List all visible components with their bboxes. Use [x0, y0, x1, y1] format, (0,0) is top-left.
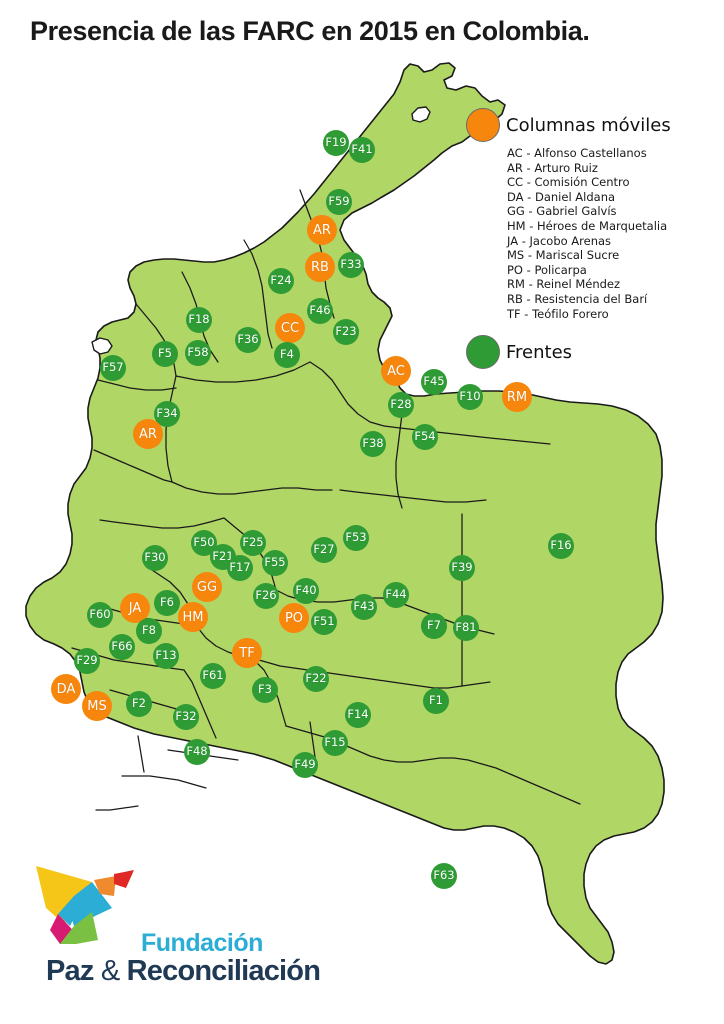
logo-line-fundacion: Fundación	[141, 929, 263, 957]
map-marker-f58[interactable]: F58	[185, 340, 211, 366]
map-marker-f27[interactable]: F27	[311, 537, 337, 563]
map-marker-f63[interactable]: F63	[431, 863, 457, 889]
map-marker-f2[interactable]: F2	[126, 691, 152, 717]
legend-abbreviation-list: AC - Alfonso Castellanos AR - Arturo Rui…	[507, 146, 716, 321]
map-marker-ar[interactable]: AR	[307, 215, 337, 245]
map-marker-tf[interactable]: TF	[232, 638, 262, 668]
map-marker-f46[interactable]: F46	[307, 298, 333, 324]
legend-abbrev-item: DA - Daniel Aldana	[507, 189, 616, 204]
logo-text: Fundación Paz & Reconciliación	[46, 929, 321, 987]
map-marker-f66[interactable]: F66	[109, 634, 135, 660]
map-marker-ac[interactable]: AC	[381, 356, 411, 386]
map-marker-f48[interactable]: F48	[184, 739, 210, 765]
map-land-group	[25, 62, 665, 965]
map-marker-f10[interactable]: F10	[457, 384, 483, 410]
map-marker-f17[interactable]: F17	[227, 555, 253, 581]
logo-word-reconciliacion: Reconciliación	[126, 955, 321, 987]
map-marker-da[interactable]: DA	[51, 674, 81, 704]
map-marker-f1[interactable]: F1	[423, 688, 449, 714]
map-marker-po[interactable]: PO	[279, 603, 309, 633]
map-container: F19 F41 F59 AR RB F33 F24 F46 F18 CC F23 F36 F5 F58 F4…	[0, 50, 724, 970]
map-marker-f53[interactable]: F53	[343, 525, 369, 551]
map-marker-f7[interactable]: F7	[421, 613, 447, 639]
map-marker-ms[interactable]: MS	[82, 691, 112, 721]
logo-line-paz-reconciliacion: Paz & Reconciliación	[46, 955, 321, 987]
map-marker-f43[interactable]: F43	[351, 594, 377, 620]
map-marker-f25[interactable]: F25	[240, 530, 266, 556]
logo-ampersand: &	[100, 955, 120, 987]
map-marker-f39[interactable]: F39	[449, 555, 475, 581]
map-marker-f30[interactable]: F30	[142, 545, 168, 571]
map-marker-f41[interactable]: F41	[349, 137, 375, 163]
map-marker-f3[interactable]: F3	[252, 677, 278, 703]
map-marker-rm[interactable]: RM	[502, 382, 532, 412]
map-marker-f19[interactable]: F19	[323, 130, 349, 156]
map-marker-f51[interactable]: F51	[311, 609, 337, 635]
legend-abbrev-item: CC - Comisión Centro	[507, 175, 630, 190]
map-marker-f8[interactable]: F8	[136, 618, 162, 644]
legend-abbrev-item: AC - Alfonso Castellanos	[507, 146, 647, 160]
legend-abbrev-item: JA - Jacobo Arenas	[507, 233, 612, 248]
map-marker-f57[interactable]: F57	[100, 355, 126, 381]
pacific-inlet	[91, 337, 113, 355]
legend-abbrev-item: GG - Gabriel Galvís	[507, 204, 617, 219]
map-marker-f22[interactable]: F22	[303, 666, 329, 692]
legend-frentes-label: Frentes	[506, 341, 573, 363]
legend-abbrev-item: AR - Arturo Ruiz	[507, 160, 598, 175]
map-marker-f29[interactable]: F29	[74, 648, 100, 674]
guajira-lagoon	[411, 106, 431, 123]
map-marker-f38[interactable]: F38	[360, 431, 386, 457]
map-marker-f33[interactable]: F33	[338, 252, 364, 278]
map-marker-f40[interactable]: F40	[293, 578, 319, 604]
map-marker-gg[interactable]: GG	[192, 572, 222, 602]
legend-abbrev-item: RB - Resistencia del Barí	[507, 291, 648, 306]
map-marker-rb[interactable]: RB	[305, 252, 335, 282]
frentes-marker-icon	[466, 335, 500, 370]
map-marker-hm[interactable]: HM	[178, 602, 208, 632]
map-marker-f49[interactable]: F49	[292, 752, 318, 778]
legend-columnas-header: Columnas móviles	[466, 108, 716, 142]
page-title: Presencia de las FARC en 2015 en Colombi…	[30, 16, 590, 46]
map-marker-f61[interactable]: F61	[200, 663, 226, 689]
map-marker-f15[interactable]: F15	[322, 730, 348, 756]
legend-columnas-label: Columnas móviles	[506, 114, 671, 136]
map-marker-f28[interactable]: F28	[388, 392, 414, 418]
map-marker-f14[interactable]: F14	[345, 702, 371, 728]
legend-frentes-header: Frentes	[466, 335, 716, 370]
map-marker-ar[interactable]: AR	[133, 419, 163, 449]
map-marker-f18[interactable]: F18	[186, 307, 212, 333]
legend-abbrev-item: RM - Reinel Méndez	[507, 277, 621, 292]
map-marker-cc[interactable]: CC	[275, 313, 305, 343]
legend-abbrev-item: HM - Héroes de Marquetalia	[507, 218, 668, 233]
organization-logo: Fundación Paz & Reconciliación	[24, 852, 321, 987]
map-marker-f13[interactable]: F13	[153, 643, 179, 669]
logo-word-paz: Paz	[46, 955, 94, 987]
map-marker-f81[interactable]: F81	[453, 615, 479, 641]
map-marker-f36[interactable]: F36	[235, 327, 261, 353]
map-marker-f4[interactable]: F4	[274, 342, 300, 368]
map-marker-f54[interactable]: F54	[412, 424, 438, 450]
map-marker-f59[interactable]: F59	[326, 189, 352, 215]
map-marker-f44[interactable]: F44	[383, 582, 409, 608]
map-marker-f16[interactable]: F16	[548, 533, 574, 559]
map-marker-f32[interactable]: F32	[173, 704, 199, 730]
colombia-map	[25, 62, 665, 965]
map-marker-f24[interactable]: F24	[268, 268, 294, 294]
country-outline-colombia	[25, 62, 665, 965]
map-marker-f45[interactable]: F45	[421, 369, 447, 395]
columnas-moviles-marker-icon	[466, 108, 500, 142]
map-marker-f55[interactable]: F55	[262, 550, 288, 576]
origami-bird-icon	[36, 866, 134, 944]
map-marker-f6[interactable]: F6	[154, 590, 180, 616]
legend-abbrev-item: MS - Mariscal Sucre	[507, 248, 620, 263]
map-marker-f60[interactable]: F60	[87, 602, 113, 628]
map-legend: Columnas móviles AC - Alfonso Castellano…	[466, 108, 716, 371]
legend-abbrev-item: PO - Policarpa	[507, 262, 587, 277]
legend-abbrev-item: TF - Teófilo Forero	[507, 306, 609, 321]
map-marker-f5[interactable]: F5	[152, 341, 178, 367]
map-marker-f23[interactable]: F23	[333, 319, 359, 345]
map-marker-f26[interactable]: F26	[253, 583, 279, 609]
